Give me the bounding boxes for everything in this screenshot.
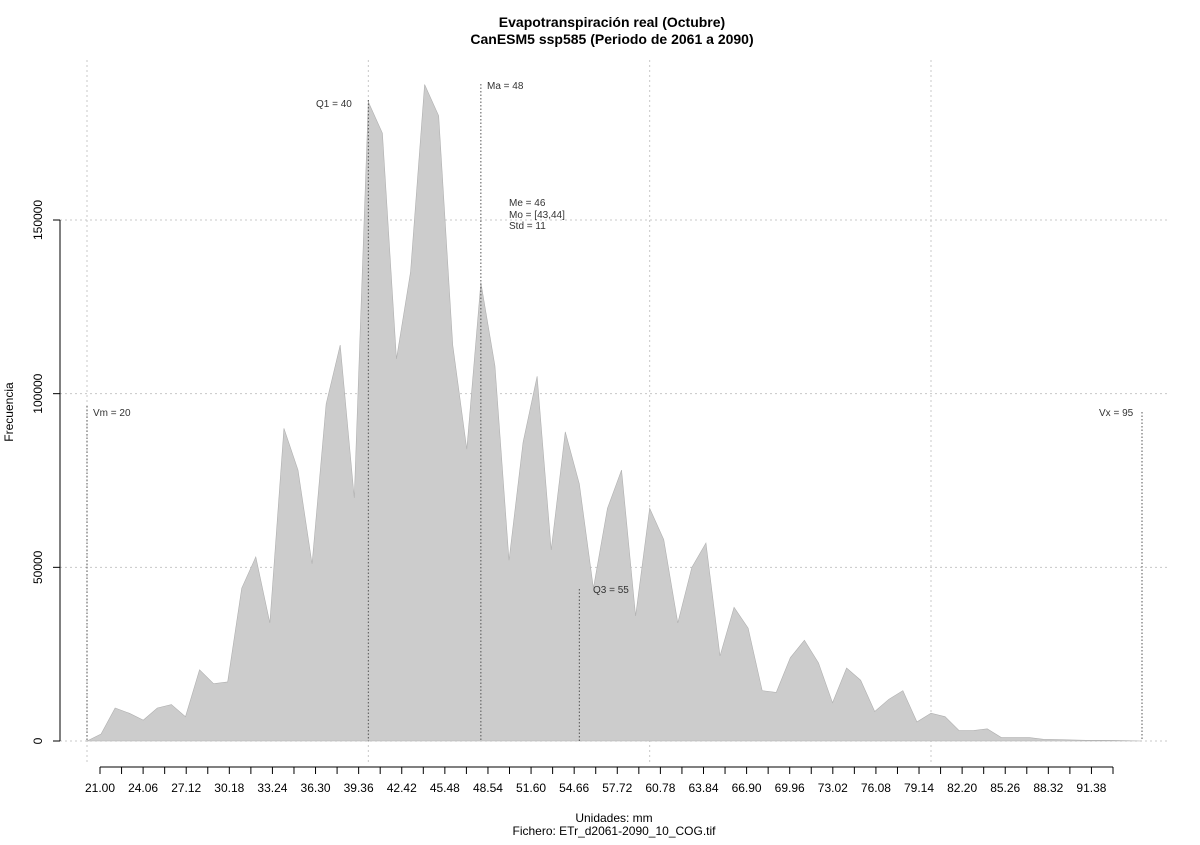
- vm-label: Vm = 20: [93, 408, 131, 419]
- y-axis: 0 50000 100000 150000: [31, 200, 61, 744]
- ma-label: Ma = 48: [487, 81, 524, 92]
- file-caption: Fichero: ETr_d2061-2090_10_COG.tif: [513, 824, 717, 838]
- statistic-markers: [86, 84, 1143, 741]
- q1-label: Q1 = 40: [316, 99, 352, 110]
- x-tick-label: 54.66: [559, 781, 589, 795]
- x-tick-label: 45.48: [430, 781, 460, 795]
- y-tick-label: 0: [31, 737, 45, 744]
- x-tick-label: 27.12: [171, 781, 201, 795]
- x-tick-label: 30.18: [214, 781, 244, 795]
- chart-subtitle: CanESM5 ssp585 (Periodo de 2061 a 2090): [470, 31, 753, 47]
- x-tick-label: 60.78: [645, 781, 675, 795]
- x-tick-label: 85.26: [990, 781, 1020, 795]
- x-tick-label: 39.36: [344, 781, 374, 795]
- x-tick-label: 79.14: [904, 781, 934, 795]
- y-tick-label: 50000: [31, 550, 45, 584]
- x-tick-label: 88.32: [1033, 781, 1063, 795]
- q3-label: Q3 = 55: [593, 585, 629, 596]
- std-label: Std = 11: [509, 221, 546, 232]
- x-axis-title: Unidades: mm: [575, 811, 652, 825]
- x-tick-label: 48.54: [473, 781, 503, 795]
- x-tick-label: 24.06: [128, 781, 158, 795]
- x-tick-label: 33.24: [257, 781, 287, 795]
- x-tick-label: 73.02: [818, 781, 848, 795]
- x-tick-label: 91.38: [1076, 781, 1106, 795]
- x-tick-label: 42.42: [387, 781, 417, 795]
- y-tick-label: 150000: [31, 200, 45, 240]
- x-tick-label: 76.08: [861, 781, 891, 795]
- x-tick-label: 51.60: [516, 781, 546, 795]
- x-tick-label: 69.96: [775, 781, 805, 795]
- x-tick-label: 66.90: [732, 781, 762, 795]
- vx-label: Vx = 95: [1099, 408, 1134, 419]
- x-tick-label: 21.00: [85, 781, 115, 795]
- x-tick-label: 36.30: [301, 781, 331, 795]
- y-tick-label: 100000: [31, 373, 45, 413]
- mo-label: Mo = [43,44]: [509, 210, 565, 221]
- x-tick-label: 63.84: [688, 781, 718, 795]
- y-axis-title: Frecuencia: [2, 382, 16, 442]
- density-area-layer: [86, 84, 1143, 742]
- x-tick-label: 57.72: [602, 781, 632, 795]
- x-tick-label: 82.20: [947, 781, 977, 795]
- frequency-area: [86, 84, 1143, 742]
- chart-title: Evapotranspiración real (Octubre): [499, 14, 725, 30]
- x-axis: 21.00 24.06 27.12 30.18 33.24 36.30 39.36 42.42…: [85, 766, 1114, 795]
- me-label: Me = 46: [509, 198, 546, 209]
